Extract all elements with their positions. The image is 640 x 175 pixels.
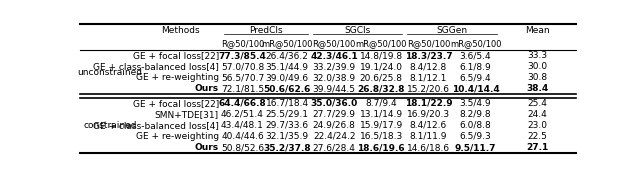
Text: 43.4/48.1: 43.4/48.1 xyxy=(221,121,264,130)
Text: 3.6/5.4: 3.6/5.4 xyxy=(460,51,492,60)
Text: 39.9/44.5: 39.9/44.5 xyxy=(313,84,356,93)
Text: Ours: Ours xyxy=(195,84,219,93)
Text: 35.1/44.9: 35.1/44.9 xyxy=(266,62,308,71)
Text: 26.4/36.2: 26.4/36.2 xyxy=(266,51,308,60)
Text: 13.1/14.9: 13.1/14.9 xyxy=(360,110,403,119)
Text: 42.3/46.1: 42.3/46.1 xyxy=(310,51,358,60)
Text: 18.1/22.9: 18.1/22.9 xyxy=(404,99,452,108)
Text: 38.4: 38.4 xyxy=(527,84,548,93)
Text: 56.5/70.7: 56.5/70.7 xyxy=(221,73,264,82)
Text: 32.1/35.9: 32.1/35.9 xyxy=(266,132,308,141)
Text: 6.1/8.9: 6.1/8.9 xyxy=(460,62,492,71)
Text: 35.2/37.8: 35.2/37.8 xyxy=(263,143,311,152)
Text: 25.5/29.1: 25.5/29.1 xyxy=(266,110,308,119)
Text: mR@50/100: mR@50/100 xyxy=(261,39,313,48)
Text: mR@50/100: mR@50/100 xyxy=(356,39,407,48)
Text: SGCls: SGCls xyxy=(344,26,371,35)
Text: 24.9/26.8: 24.9/26.8 xyxy=(313,121,356,130)
Text: PredCls: PredCls xyxy=(249,26,283,35)
Text: 27.7/29.9: 27.7/29.9 xyxy=(313,110,356,119)
Text: 8.1/11.9: 8.1/11.9 xyxy=(410,132,447,141)
Text: 6.5/9.4: 6.5/9.4 xyxy=(460,73,492,82)
Text: 9.5/11.7: 9.5/11.7 xyxy=(455,143,496,152)
Text: R@50/100: R@50/100 xyxy=(221,39,264,48)
Text: GE + focal loss[22]: GE + focal loss[22] xyxy=(132,99,219,108)
Text: 27.6/28.4: 27.6/28.4 xyxy=(313,143,356,152)
Text: R@50/100: R@50/100 xyxy=(407,39,450,48)
Text: 6.0/8.8: 6.0/8.8 xyxy=(460,121,492,130)
Text: 8.2/9.8: 8.2/9.8 xyxy=(460,110,492,119)
Text: 3.5/4.9: 3.5/4.9 xyxy=(460,99,492,108)
Text: 35.0/36.0: 35.0/36.0 xyxy=(310,99,358,108)
Text: 22.4/24.2: 22.4/24.2 xyxy=(313,132,355,141)
Text: 14.6/18.6: 14.6/18.6 xyxy=(407,143,450,152)
Text: 33.3: 33.3 xyxy=(527,51,548,60)
Text: 15.2/20.6: 15.2/20.6 xyxy=(407,84,450,93)
Text: 8.4/12.8: 8.4/12.8 xyxy=(410,62,447,71)
Text: Methods: Methods xyxy=(161,26,200,35)
Text: 30.0: 30.0 xyxy=(527,62,548,71)
Text: 26.8/32.8: 26.8/32.8 xyxy=(358,84,405,93)
Text: R@50/100: R@50/100 xyxy=(312,39,356,48)
Text: 8.1/12.1: 8.1/12.1 xyxy=(410,73,447,82)
Text: Mean: Mean xyxy=(525,26,550,35)
Text: 18.6/19.6: 18.6/19.6 xyxy=(358,143,405,152)
Text: 16.5/18.3: 16.5/18.3 xyxy=(360,132,403,141)
Text: SGGen: SGGen xyxy=(436,26,468,35)
Text: 23.0: 23.0 xyxy=(527,121,548,130)
Text: GE + class-balanced loss[4]: GE + class-balanced loss[4] xyxy=(93,121,219,130)
Text: GE + class-balanced loss[4]: GE + class-balanced loss[4] xyxy=(93,62,219,71)
Text: 8.7/9.4: 8.7/9.4 xyxy=(365,99,397,108)
Text: 10.4/14.4: 10.4/14.4 xyxy=(452,84,499,93)
Text: 50.6/62.6: 50.6/62.6 xyxy=(264,84,311,93)
Text: 8.4/12.6: 8.4/12.6 xyxy=(410,121,447,130)
Text: 32.0/38.9: 32.0/38.9 xyxy=(312,73,356,82)
Text: 57.0/70.8: 57.0/70.8 xyxy=(221,62,264,71)
Text: 77.3/85.4: 77.3/85.4 xyxy=(218,51,266,60)
Text: 20.6/25.8: 20.6/25.8 xyxy=(360,73,403,82)
Text: 30.8: 30.8 xyxy=(527,73,548,82)
Text: 16.9/20.3: 16.9/20.3 xyxy=(407,110,450,119)
Text: 72.1/81.5: 72.1/81.5 xyxy=(221,84,264,93)
Text: 29.7/33.6: 29.7/33.6 xyxy=(266,121,308,130)
Text: mR@50/100: mR@50/100 xyxy=(450,39,501,48)
Text: 33.2/39.9: 33.2/39.9 xyxy=(312,62,356,71)
Text: 19.1/24.0: 19.1/24.0 xyxy=(360,62,403,71)
Text: constrained: constrained xyxy=(83,121,136,130)
Text: 6.5/9.3: 6.5/9.3 xyxy=(460,132,492,141)
Text: 25.4: 25.4 xyxy=(527,99,547,108)
Text: GE + re-weighting: GE + re-weighting xyxy=(136,73,219,82)
Text: 14.8/19.8: 14.8/19.8 xyxy=(360,51,403,60)
Text: 50.8/52.6: 50.8/52.6 xyxy=(221,143,264,152)
Text: unconstrained: unconstrained xyxy=(77,68,142,77)
Text: 27.1: 27.1 xyxy=(527,143,548,152)
Text: SMN+TDE[31]: SMN+TDE[31] xyxy=(155,110,219,119)
Text: 24.4: 24.4 xyxy=(528,110,547,119)
Text: GE + re-weighting: GE + re-weighting xyxy=(136,132,219,141)
Text: 39.0/49.6: 39.0/49.6 xyxy=(266,73,308,82)
Text: 22.5: 22.5 xyxy=(527,132,547,141)
Text: 46.2/51.4: 46.2/51.4 xyxy=(221,110,264,119)
Text: Ours: Ours xyxy=(195,143,219,152)
Text: 18.3/23.7: 18.3/23.7 xyxy=(404,51,452,60)
Text: 64.4/66.8: 64.4/66.8 xyxy=(219,99,266,108)
Text: 15.9/17.9: 15.9/17.9 xyxy=(360,121,403,130)
Text: GE + focal loss[22]: GE + focal loss[22] xyxy=(132,51,219,60)
Text: 40.4/44.6: 40.4/44.6 xyxy=(221,132,264,141)
Text: 16.7/18.4: 16.7/18.4 xyxy=(266,99,308,108)
